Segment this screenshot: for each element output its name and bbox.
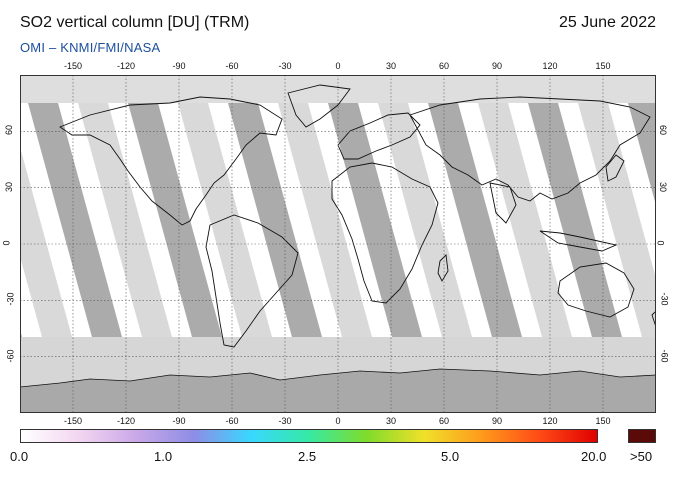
lon-tick-top: 60 bbox=[438, 61, 450, 71]
colorbar-over-box bbox=[628, 429, 656, 443]
lon-tick-bottom: -120 bbox=[116, 416, 136, 426]
orbit-swath bbox=[328, 103, 422, 337]
colorbar-label-4: 20.0 bbox=[581, 449, 607, 464]
colorbar-label-1: 1.0 bbox=[154, 449, 173, 464]
lon-tick-bottom: 0 bbox=[335, 416, 341, 426]
orbit-swath bbox=[128, 103, 222, 337]
lon-tick-bottom: 120 bbox=[542, 416, 558, 426]
orbit-swath bbox=[228, 103, 322, 337]
greenland bbox=[287, 84, 351, 128]
lon-tick-top: -60 bbox=[225, 61, 239, 71]
lon-tick-bottom: 60 bbox=[438, 416, 450, 426]
orbit-swath bbox=[478, 103, 572, 337]
orbit-swath bbox=[528, 103, 622, 337]
orbit-swath bbox=[378, 103, 472, 337]
australia bbox=[557, 262, 635, 318]
orbit-swath bbox=[28, 103, 122, 337]
world-map bbox=[20, 75, 656, 413]
africa bbox=[331, 162, 439, 304]
data-source: OMI – KNMI/FMI/NASA bbox=[20, 40, 161, 55]
orbit-swath bbox=[20, 146, 72, 337]
orbit-swath bbox=[628, 103, 656, 206]
new-zealand bbox=[651, 310, 656, 328]
lon-tick-top: 0 bbox=[335, 61, 341, 71]
lat-tick-right: -60 bbox=[659, 349, 670, 363]
colorbar-label-3: 5.0 bbox=[441, 449, 460, 464]
lon-tick-top: 150 bbox=[595, 61, 611, 71]
lat-tick-right: 0 bbox=[655, 240, 666, 246]
orbit-swath bbox=[78, 103, 172, 337]
map-canvas bbox=[20, 75, 656, 413]
orbit-swath bbox=[578, 103, 656, 337]
lon-tick-top: -120 bbox=[116, 61, 136, 71]
lat-tick-right: 30 bbox=[658, 181, 669, 192]
colorbar-label-2: 2.5 bbox=[298, 449, 317, 464]
lat-tick-right: 60 bbox=[658, 125, 669, 136]
graticule bbox=[20, 75, 656, 413]
europe bbox=[337, 112, 421, 160]
south-america bbox=[205, 214, 299, 348]
lat-tick-left: 0 bbox=[1, 240, 12, 246]
lon-tick-top: 120 bbox=[542, 61, 558, 71]
lon-tick-bottom: 30 bbox=[385, 416, 397, 426]
asia bbox=[409, 96, 651, 202]
colorbar-over-label: >50 bbox=[630, 449, 653, 464]
lat-tick-left: 60 bbox=[4, 125, 15, 136]
indonesia bbox=[539, 230, 618, 252]
lat-tick-left: -60 bbox=[5, 349, 16, 363]
lat-tick-right: -30 bbox=[659, 292, 670, 306]
lon-tick-bottom: -60 bbox=[225, 416, 239, 426]
lat-tick-left: 30 bbox=[4, 181, 15, 192]
japan bbox=[605, 154, 625, 182]
lon-tick-bottom: -90 bbox=[172, 416, 186, 426]
lon-tick-top: -90 bbox=[172, 61, 186, 71]
map-date: 25 June 2022 bbox=[559, 14, 656, 31]
map-title: SO2 vertical column [DU] (TRM) bbox=[20, 14, 250, 31]
colorbar-label-0: 0.0 bbox=[10, 449, 29, 464]
lon-tick-bottom: 150 bbox=[595, 416, 611, 426]
lon-tick-bottom: -30 bbox=[278, 416, 292, 426]
lat-tick-left: -30 bbox=[5, 292, 16, 306]
orbit-swath bbox=[278, 103, 372, 337]
lon-tick-top: 90 bbox=[491, 61, 503, 71]
orbit-swath bbox=[178, 103, 272, 337]
map-border bbox=[20, 75, 656, 413]
lon-tick-top: -150 bbox=[63, 61, 83, 71]
lon-tick-top: 30 bbox=[385, 61, 397, 71]
lon-tick-bottom: 90 bbox=[491, 416, 503, 426]
orbit-swaths bbox=[20, 103, 656, 337]
madagascar bbox=[437, 254, 449, 282]
colorbar bbox=[20, 429, 598, 443]
orbit-swath bbox=[428, 103, 522, 337]
north-america bbox=[59, 96, 283, 226]
india bbox=[489, 182, 517, 224]
lon-tick-top: -30 bbox=[278, 61, 292, 71]
lon-tick-bottom: -150 bbox=[63, 416, 83, 426]
continents bbox=[59, 84, 656, 348]
